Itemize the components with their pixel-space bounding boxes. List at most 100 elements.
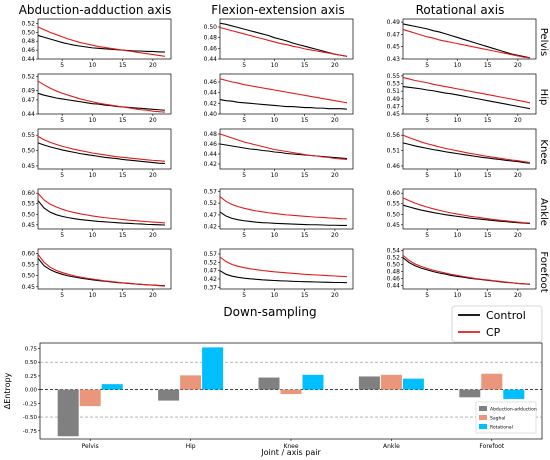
panel-frame [37,73,172,115]
y-tick-label: 0.44 [204,56,218,63]
y-tick-label: 0.44 [22,56,36,63]
y-tick-label: 0.48 [204,35,218,42]
panel-ankle-flexion-extension: 0.57 0.52 0.47 0.42 5 10 15 20 [204,188,354,239]
x-tick-label: 5 [242,232,246,239]
x-tick-label: 5 [425,117,429,124]
y-tick-label: 0.47 [22,97,36,104]
x-tick-label: 10 [271,292,279,299]
column-title-rotational: Rotational axis [416,3,505,17]
cp-line [402,28,531,59]
y-tick-label: 0.45 [22,222,36,229]
bar-knee-abduction-adduction [258,377,280,390]
control-line [37,92,165,111]
control-line [402,23,531,59]
bar-category-label: Pelvis [82,443,99,450]
x-tick-label: 5 [60,232,64,239]
y-tick-label: 0.44 [204,90,218,97]
y-tick-label: 0.45 [22,163,36,170]
panel-knee-flexion-extension: 0.48 0.46 0.44 0.42 5 10 15 20 [204,128,354,179]
x-tick-label: 20 [331,117,339,124]
row-title-forefoot: Forefoot [538,251,549,292]
bar-y-tick-label: 0.25 [25,374,38,380]
cp-line [402,76,531,104]
line-legend: Control CP [451,305,543,343]
x-tick-label: 20 [149,232,157,239]
bar-forefoot-rotational [503,389,525,399]
x-tick-label: 15 [301,117,309,124]
bar-legend-swatch-rotational [479,424,487,429]
bar-ankle-abduction-adduction [358,376,380,390]
y-tick-label: 0.52 [22,20,36,27]
control-line [219,211,347,227]
y-tick-label: 0.49 [22,87,36,94]
panel-hip-flexion-extension: 0.46 0.44 0.42 0.40 5 10 15 20 [204,73,354,124]
x-tick-label: 15 [119,292,127,299]
y-tick-label: 0.49 [387,19,401,26]
bar-x-axis-label: Joint / axis pair [260,448,321,457]
y-tick-label: 0.57 [204,188,218,195]
x-tick-label: 5 [242,62,246,69]
x-tick-label: 20 [331,172,339,179]
bar-legend-label-saghal: Saghal [490,416,505,422]
panel-frame [219,18,354,60]
y-tick-label: 0.47 [387,31,401,38]
row-titles: Pelvis Hip Knee Ankle Forefoot [538,28,549,293]
x-tick-label: 10 [454,232,462,239]
small-multiples-grid: 0.520.500.480.460.445 10 15 200.500.480.460… [22,18,537,299]
panel-frame [402,128,537,170]
x-tick-label: 20 [149,172,157,179]
y-tick-label: 0.46 [387,163,401,170]
bar-y-tick-label: 0.75 [25,346,38,352]
y-tick-label: 0.46 [204,45,218,52]
row-title-hip: Hip [538,89,549,106]
bar-hip-rotational [202,347,224,390]
panel-forefoot-rotational: 0.540.520.500.480.460.44 5 10 15 20 [387,248,537,299]
x-tick-label: 10 [89,232,97,239]
bar-forefoot-abduction-adduction [459,389,481,398]
panel-forefoot-flexion-extension: 0.570.52 0.470.420.37 5 10 15 20 [204,248,354,299]
control-line [37,200,165,226]
x-tick-label: 20 [514,232,522,239]
row-title-pelvis: Pelvis [538,28,549,57]
bar-knee-rotational [302,374,324,390]
y-tick-label: 0.45 [387,222,401,229]
cp-line [37,80,165,113]
y-tick-label: 0.60 [22,190,36,197]
x-tick-label: 10 [454,62,462,69]
y-tick-label: 0.45 [387,44,401,51]
y-tick-label: 0.50 [22,148,36,155]
panel-hip-abduction-adduction: 0.52 0.49 0.47 0.44 5 10 15 20 [22,73,172,124]
x-tick-label: 15 [119,172,127,179]
x-tick-label: 20 [331,62,339,69]
cp-line [37,253,165,287]
x-tick-label: 5 [242,292,246,299]
bar-category-label: Hip [186,443,196,450]
y-tick-label: 0.60 [22,250,36,257]
panel-knee-abduction-adduction: 0.55 0.50 0.45 5 10 15 20 [22,128,172,179]
x-tick-label: 10 [89,292,97,299]
x-tick-label: 10 [89,117,97,124]
panel-frame [37,18,172,60]
panel-ankle-abduction-adduction: 0.60 0.55 0.50 0.45 5 10 15 20 [22,188,172,239]
column-title-abduction: Abduction-adduction axis [19,3,172,17]
bar-pelvis-saghal [79,389,101,407]
panel-forefoot-abduction-adduction: 0.60 0.55 0.50 0.45 5 10 15 20 [22,248,172,299]
bar-marks [57,347,525,437]
control-line [219,270,347,284]
x-tick-label: 20 [149,62,157,69]
cp-line [219,196,347,220]
panel-knee-rotational: 0.56 0.51 0.46 5 10 15 20 [387,128,537,179]
control-line [37,34,165,53]
x-tick-label: 5 [425,292,429,299]
y-tick-label: 0.45 [387,111,401,118]
cp-line [402,197,530,224]
y-tick-label: 0.43 [387,56,401,63]
x-tick-label: 15 [484,62,492,69]
y-tick-label: 0.55 [22,132,36,139]
bar-legend-swatch-abduction [479,406,487,411]
y-tick-label: 0.44 [22,111,36,118]
x-tick-label: 15 [301,62,309,69]
y-tick-label: 0.46 [204,79,218,86]
x-tick-label: 15 [484,292,492,299]
